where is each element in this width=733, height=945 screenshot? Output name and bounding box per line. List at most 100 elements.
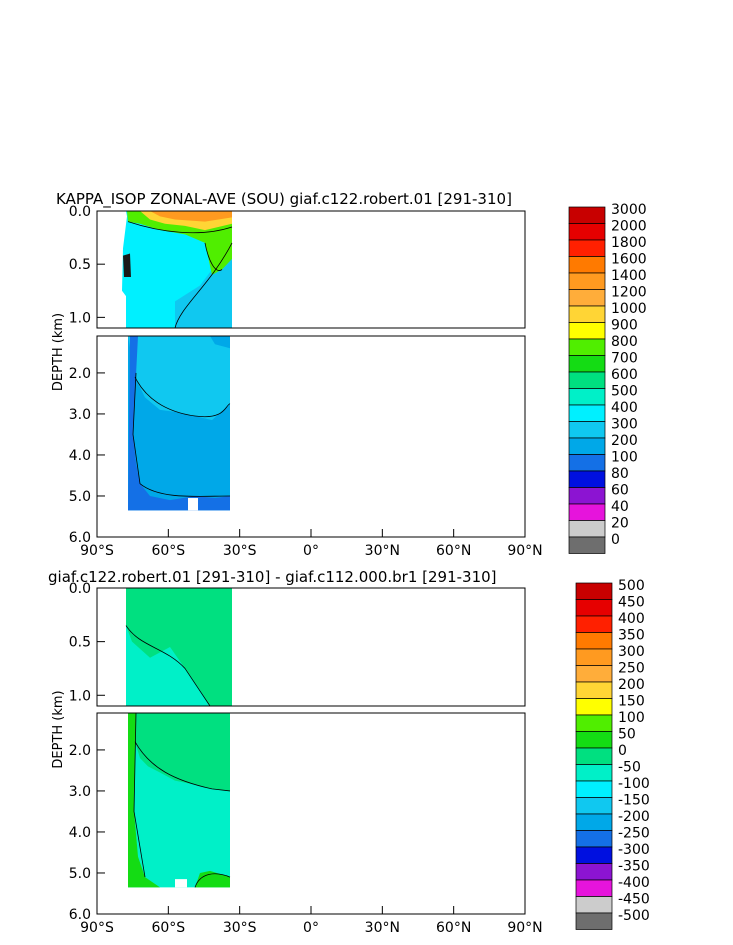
y-tick-label: 0.0 xyxy=(69,204,91,220)
colorbar-swatch xyxy=(575,896,613,914)
chart-title: giaf.c122.robert.01 [291-310] - giaf.c11… xyxy=(48,568,497,586)
field-upper-negative xyxy=(126,625,210,706)
colorbar-label: 40 xyxy=(611,499,629,515)
x-tick-label: 60°N xyxy=(436,920,471,936)
colorbar-label: -100 xyxy=(618,776,650,792)
colorbar-swatch xyxy=(575,681,613,699)
field-lower-bottom-positive xyxy=(195,870,230,888)
colorbar-swatch xyxy=(575,863,613,881)
colorbar-label: 200 xyxy=(618,677,645,693)
colorbar-swatch xyxy=(575,797,613,815)
x-tick-label: 0° xyxy=(303,543,319,559)
colorbar-label: 700 xyxy=(611,351,638,367)
y-tick-label: 5.0 xyxy=(69,489,91,505)
colorbar-swatch xyxy=(575,813,613,831)
colorbar-swatch xyxy=(568,421,606,439)
contour-line xyxy=(194,873,231,888)
colorbar-label: 800 xyxy=(611,334,638,350)
y-tick-label: 5.0 xyxy=(69,866,91,882)
colorbar: 500450400350300250200150100500-50-100-15… xyxy=(575,578,650,930)
colorbar-swatch xyxy=(568,388,606,406)
colorbar-swatch xyxy=(568,256,606,274)
colorbar-label: 1800 xyxy=(611,235,647,251)
colorbar-swatch xyxy=(568,338,606,356)
x-tick-label: 90°S xyxy=(80,920,114,936)
chart-title: KAPPA_ISOP ZONAL-AVE (SOU) giaf.c122.rob… xyxy=(56,190,512,209)
y-tick-label: 4.0 xyxy=(69,825,91,841)
colorbar-label: 200 xyxy=(611,433,638,449)
colorbar-label: -200 xyxy=(618,809,650,825)
plot-frame-upper xyxy=(96,210,526,329)
colorbar-swatch xyxy=(568,305,606,323)
colorbar-swatch xyxy=(575,846,613,864)
contour-line xyxy=(204,242,223,271)
colorbar-swatch xyxy=(575,879,613,897)
colorbar-swatch xyxy=(575,764,613,782)
y-tick-label: 0.0 xyxy=(69,581,91,597)
colorbar-label: 1400 xyxy=(611,268,647,284)
colorbar-swatch xyxy=(575,582,613,600)
colorbar-label: 2000 xyxy=(611,219,647,235)
colorbar-label: 600 xyxy=(611,367,638,383)
colorbar-label: 20 xyxy=(611,516,629,532)
y-tick-label: 1.0 xyxy=(69,310,91,326)
y-axis-label: DEPTH (km) xyxy=(51,313,66,391)
field-surface-orange xyxy=(150,211,232,222)
x-tick-label: 60°N xyxy=(436,543,471,559)
colorbar-swatch xyxy=(575,780,613,798)
field-dark-patch xyxy=(123,253,131,277)
topography-notch xyxy=(188,498,198,511)
colorbar-swatch xyxy=(568,355,606,373)
x-tick-label: 60°S xyxy=(151,920,185,936)
colorbar-label: 450 xyxy=(618,595,645,611)
colorbar-swatch xyxy=(568,404,606,422)
colorbar-swatch xyxy=(568,520,606,538)
field-lower-interior xyxy=(128,336,230,421)
colorbar-swatch xyxy=(575,714,613,732)
colorbar-label: 50 xyxy=(618,727,636,743)
contour-line xyxy=(127,221,233,234)
colorbar-swatch xyxy=(568,322,606,340)
y-tick-label: 3.0 xyxy=(69,784,91,800)
colorbar-swatch xyxy=(568,371,606,389)
colorbar-label: -500 xyxy=(618,908,650,924)
contour-line xyxy=(134,376,231,418)
colorbar-swatch xyxy=(568,503,606,521)
colorbar-label: -350 xyxy=(618,859,650,875)
kappa-isop-panel: KAPPA_ISOP ZONAL-AVE (SOU) giaf.c122.rob… xyxy=(51,190,647,559)
colorbar-swatch xyxy=(575,632,613,650)
colorbar-label: 900 xyxy=(611,318,638,334)
contour-lines xyxy=(127,221,233,497)
colorbar-swatch xyxy=(568,487,606,505)
y-tick-label: 3.0 xyxy=(69,407,91,423)
y-tick-label: 0.5 xyxy=(69,635,91,651)
x-tick-label: 90°S xyxy=(80,543,114,559)
x-tick-label: 30°N xyxy=(365,543,400,559)
x-tick-label: 30°S xyxy=(223,920,257,936)
field-fills xyxy=(126,588,232,888)
colorbar-label: 1200 xyxy=(611,285,647,301)
colorbar-label: 0 xyxy=(611,532,620,548)
colorbar-label: 150 xyxy=(618,694,645,710)
colorbar-swatch xyxy=(568,470,606,488)
colorbar-label: 0 xyxy=(618,743,627,759)
colorbar-label: 80 xyxy=(611,466,629,482)
colorbar-label: -300 xyxy=(618,842,650,858)
colorbar-swatch xyxy=(575,698,613,716)
contour-line xyxy=(132,372,231,497)
colorbar-swatch xyxy=(568,437,606,455)
y-tick-label: 6.0 xyxy=(69,530,91,546)
y-tick-label: 4.0 xyxy=(69,448,91,464)
topography-notch xyxy=(175,879,187,888)
colorbar-label: 400 xyxy=(611,400,638,416)
x-tick-label: 60°S xyxy=(151,543,185,559)
field-lower-bottom xyxy=(128,336,230,511)
colorbar-swatch xyxy=(575,731,613,749)
colorbar-label: -50 xyxy=(618,760,641,776)
contour-line xyxy=(134,741,231,792)
y-tick-label: 6.0 xyxy=(69,907,91,923)
contour-line xyxy=(125,625,211,707)
x-tick-label: 90°N xyxy=(507,920,542,936)
y-tick-label: 0.5 xyxy=(69,257,91,273)
